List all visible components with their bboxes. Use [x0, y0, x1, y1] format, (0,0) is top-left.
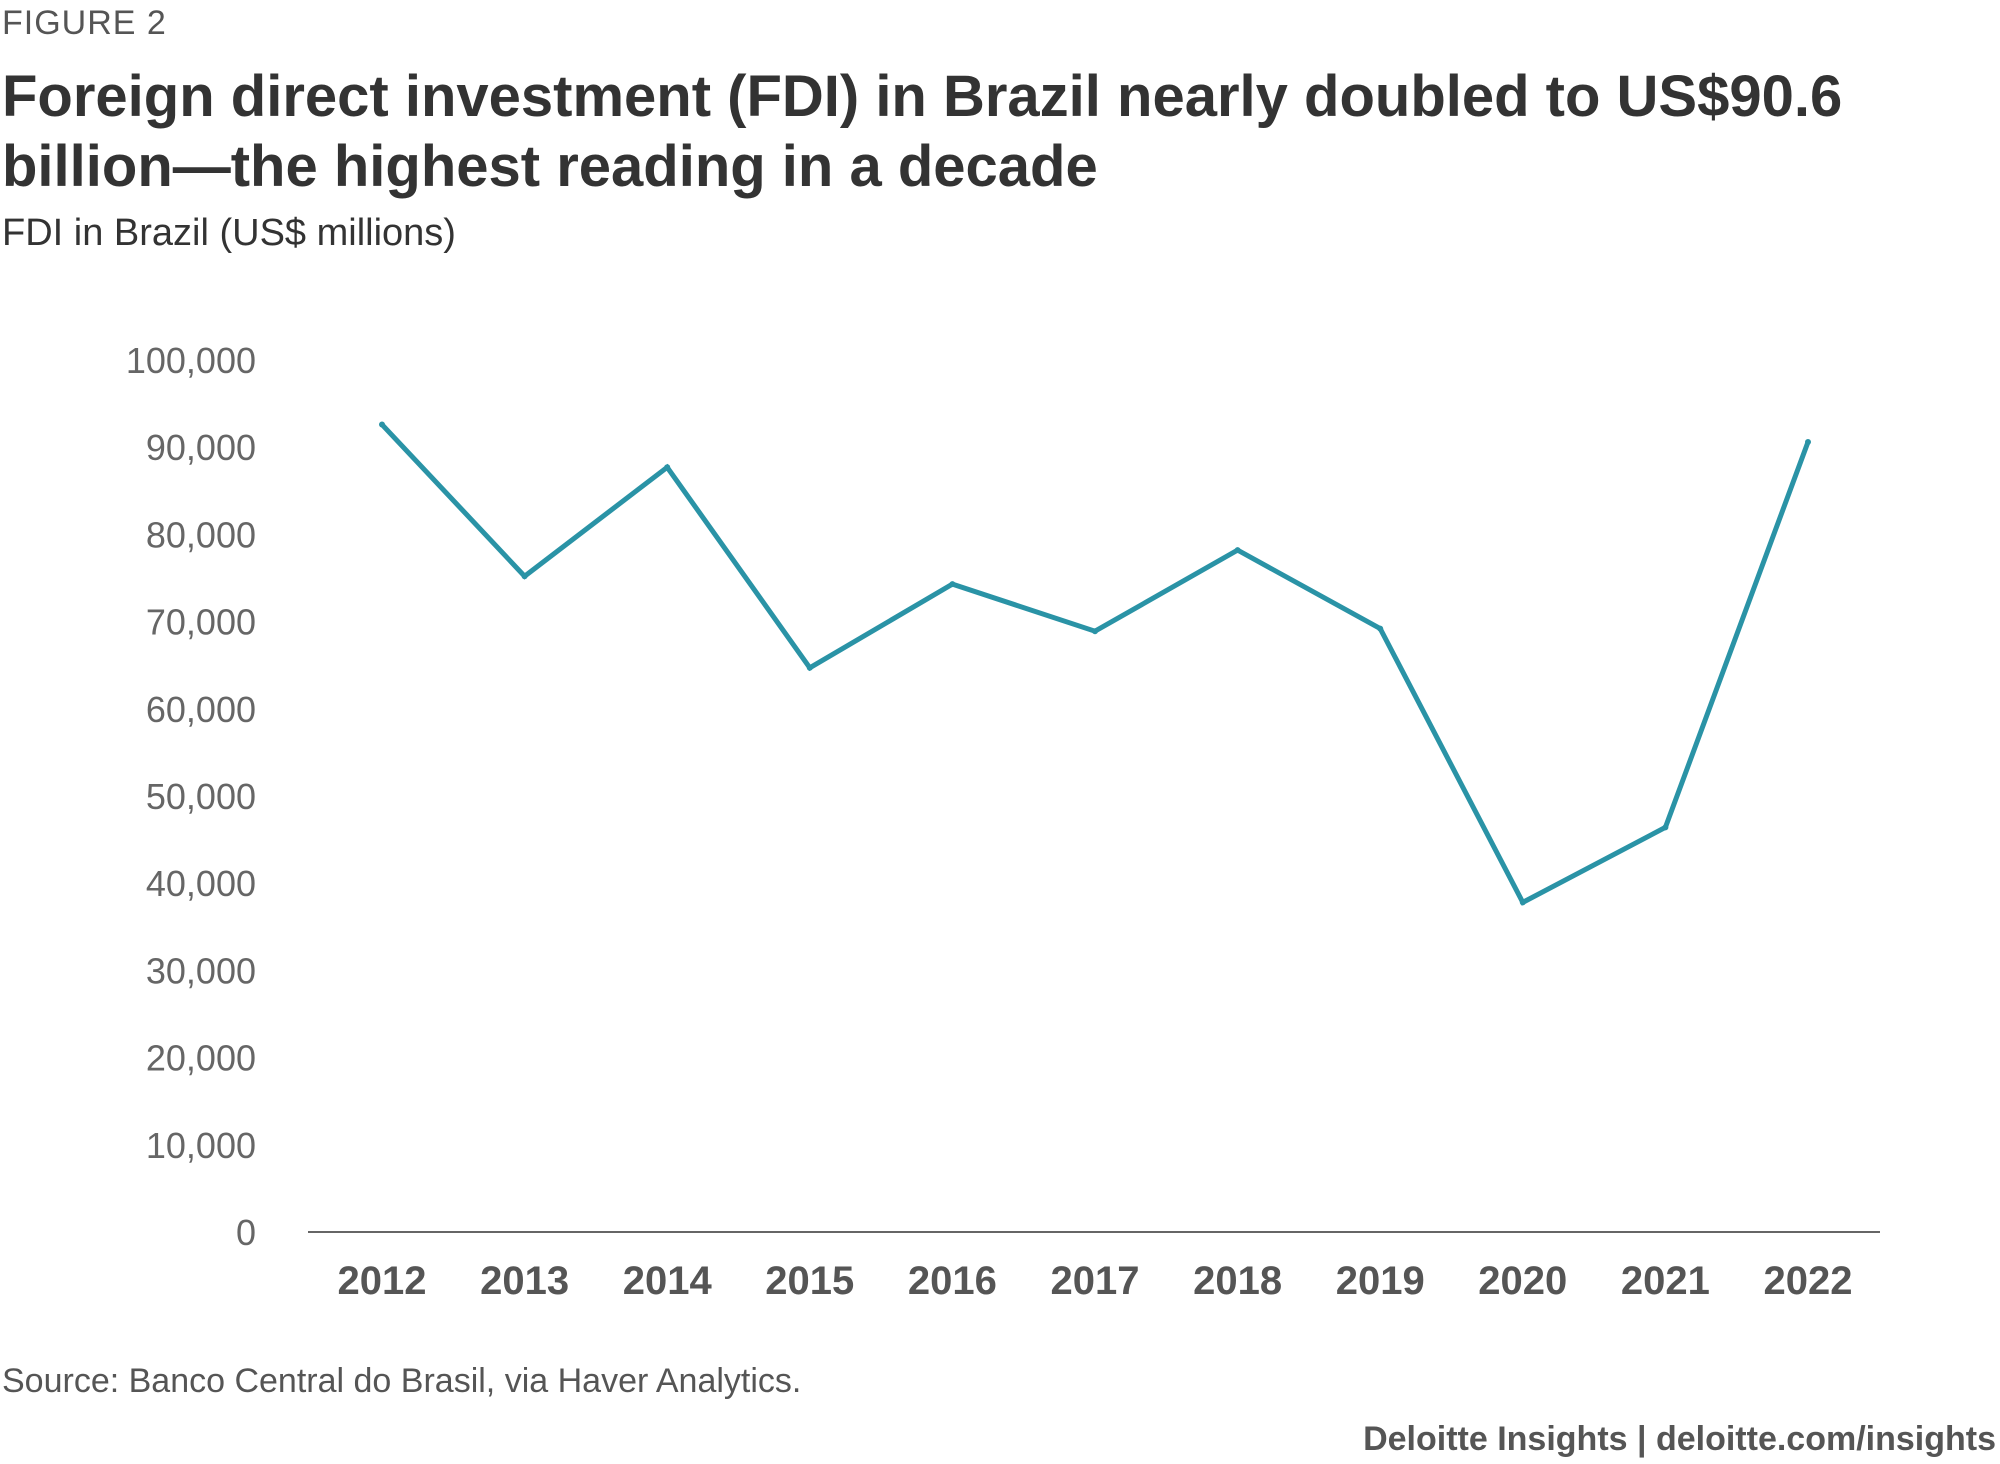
x-tick-label: 2022: [1764, 1259, 1853, 1303]
x-tick-label: 2017: [1051, 1259, 1140, 1303]
y-tick-label: 50,000: [146, 776, 256, 817]
y-tick-label: 10,000: [146, 1125, 256, 1166]
data-point-2012: [379, 421, 385, 428]
y-tick-label: 20,000: [146, 1038, 256, 1079]
x-axis: 2012 2013 2014 2015 2016 2017 2018 2019 2020 2021…: [338, 1259, 1853, 1303]
data-point-2018: [1234, 547, 1241, 554]
data-point-2014: [664, 464, 671, 471]
y-tick-label: 70,000: [146, 602, 256, 643]
y-tick-label: 0: [236, 1212, 256, 1253]
source-note: Source: Banco Central do Brasil, via Hav…: [2, 1362, 802, 1400]
y-tick-label: 90,000: [146, 427, 256, 468]
x-tick-label: 2014: [623, 1259, 713, 1303]
x-tick-label: 2021: [1621, 1259, 1710, 1303]
x-tick-label: 2016: [908, 1259, 997, 1303]
x-tick-label: 2019: [1336, 1259, 1425, 1303]
y-tick-label: 80,000: [146, 514, 256, 555]
y-tick-label: 40,000: [146, 863, 256, 904]
line-chart: 0 10,000 20,000 30,000 40,000 50,000 60,000 70,…: [126, 340, 1880, 1303]
y-axis: 0 10,000 20,000 30,000 40,000 50,000 60,000 70,…: [126, 340, 256, 1253]
x-tick-label: 2015: [765, 1259, 854, 1303]
x-tick-label: 2020: [1478, 1259, 1567, 1303]
y-tick-label: 60,000: [146, 689, 256, 730]
data-point-2013: [521, 573, 528, 580]
credit-line: Deloitte Insights | deloitte.com/insight…: [1363, 1420, 1996, 1458]
chart-title: Foreign direct investment (FDI) in Brazi…: [2, 64, 1843, 199]
x-tick-label: 2018: [1193, 1259, 1282, 1303]
x-tick-label: 2012: [338, 1259, 427, 1303]
y-tick-label: 100,000: [126, 340, 256, 381]
y-tick-label: 30,000: [146, 950, 256, 991]
chart-subtitle: FDI in Brazil (US$ millions): [2, 212, 456, 254]
data-point-2015: [806, 664, 813, 671]
figure-label: FIGURE 2: [2, 4, 167, 42]
data-point-2022: [1805, 438, 1811, 445]
data-point-2016: [949, 581, 956, 588]
data-point-2021: [1662, 824, 1669, 831]
data-point-2017: [1092, 628, 1098, 635]
x-tick-label: 2013: [480, 1259, 569, 1303]
data-point-2020: [1519, 899, 1526, 906]
series-group: [379, 421, 1811, 906]
series-line-0: [380, 422, 1811, 906]
data-point-2019: [1377, 625, 1384, 632]
